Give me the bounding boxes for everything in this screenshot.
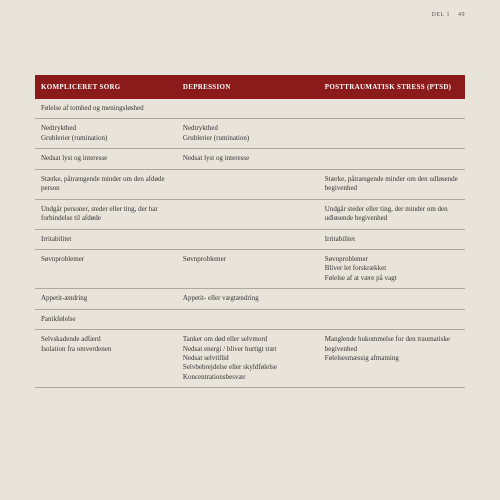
table-cell [319, 119, 465, 149]
table-cell [319, 99, 465, 119]
table-row: Panikfølelse [35, 309, 465, 329]
table-cell: Irritabilitet [35, 229, 177, 249]
page-header: DEL 1 49 [432, 12, 465, 18]
comparison-table: KOMPLICERET SORG DEPRESSION POSTTRAUMATI… [35, 75, 465, 388]
table-row: Undgår personer, steder eller ting, der … [35, 199, 465, 229]
table-row: NedtrykthedGrublerier (rumination)Nedtry… [35, 119, 465, 149]
table-cell: NedtrykthedGrublerier (rumination) [177, 119, 319, 149]
table-cell: Undgår steder eller ting, der minder om … [319, 199, 465, 229]
table-cell: Følelse af tomhed og meningsløshed [35, 99, 177, 119]
table-cell [177, 169, 319, 199]
table-cell: Søvnproblemer [35, 249, 177, 288]
table-row: Selvskadende adfærdIsolation fra omverde… [35, 330, 465, 388]
table-cell: Appetit- eller vægtændring [177, 289, 319, 309]
col-header-3: POSTTRAUMATISK STRESS (PTSD) [319, 75, 465, 99]
page-number: 49 [458, 12, 465, 18]
table-cell [319, 289, 465, 309]
table-header-row: KOMPLICERET SORG DEPRESSION POSTTRAUMATI… [35, 75, 465, 99]
col-header-1: KOMPLICERET SORG [35, 75, 177, 99]
table-cell: Appetit-ændring [35, 289, 177, 309]
table-cell [319, 149, 465, 169]
table-cell: Manglende hukommelse for den traumatiske… [319, 330, 465, 388]
table-cell [177, 309, 319, 329]
table-row: Nedsat lyst og interesseNedsat lyst og i… [35, 149, 465, 169]
table-row: Følelse af tomhed og meningsløshed [35, 99, 465, 119]
table-cell [177, 199, 319, 229]
table-cell: Tanker om død eller selvmordNedsat energ… [177, 330, 319, 388]
table-cell: Irritabilitet [319, 229, 465, 249]
table-cell: Panikfølelse [35, 309, 177, 329]
table-cell [177, 99, 319, 119]
table-cell [319, 309, 465, 329]
table-cell: NedtrykthedGrublerier (rumination) [35, 119, 177, 149]
table-cell: Selvskadende adfærdIsolation fra omverde… [35, 330, 177, 388]
table-cell: Søvnproblemer [177, 249, 319, 288]
table-row: Stærke, påtrængende minder om den afdøde… [35, 169, 465, 199]
section-label: DEL 1 [432, 12, 450, 18]
table-cell: Stærke, påtrængende minder om den afdøde… [35, 169, 177, 199]
table-cell: Undgår personer, steder eller ting, der … [35, 199, 177, 229]
table-row: Appetit-ændringAppetit- eller vægtændrin… [35, 289, 465, 309]
table-cell: Stærke, påtrængende minder om den udløse… [319, 169, 465, 199]
table-cell: Nedsat lyst og interesse [35, 149, 177, 169]
comparison-table-container: KOMPLICERET SORG DEPRESSION POSTTRAUMATI… [35, 75, 465, 388]
table-cell [177, 229, 319, 249]
col-header-2: DEPRESSION [177, 75, 319, 99]
table-cell: Nedsat lyst og interesse [177, 149, 319, 169]
table-cell: SøvnproblemerBliver let forskrækketFølel… [319, 249, 465, 288]
table-row: SøvnproblemerSøvnproblemerSøvnproblemerB… [35, 249, 465, 288]
table-row: Irritabilitet Irritabilitet [35, 229, 465, 249]
